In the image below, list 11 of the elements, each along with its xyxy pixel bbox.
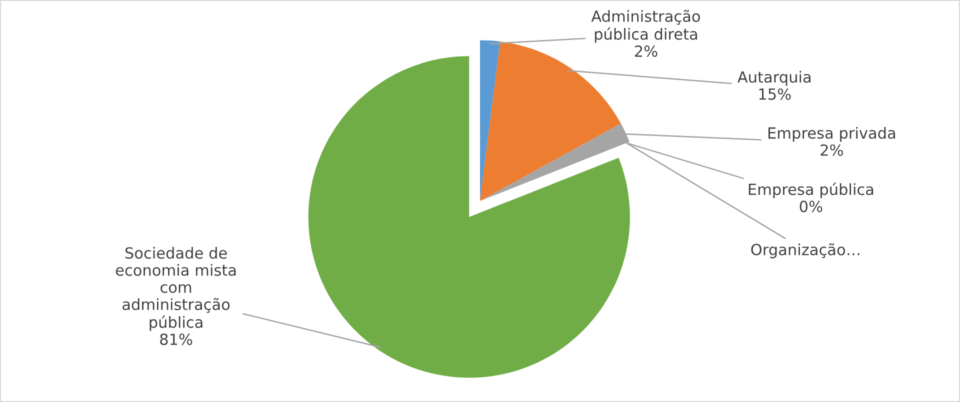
- data-label: 81%: [160, 334, 192, 346]
- data-label: 2%: [634, 45, 658, 57]
- text: 0%: [800, 200, 822, 212]
- slice-label: Administração pública direta: [591, 10, 700, 43]
- data-label: 15%: [759, 88, 791, 100]
- slice-label: Sociedade de economia mista com administração pública: [116, 246, 236, 331]
- category-label: Empresa pública: [748, 182, 874, 198]
- category-label: Organização…: [751, 243, 860, 258]
- slice-label: Empresa privada: [768, 126, 896, 142]
- data-label: 2%: [820, 144, 843, 156]
- slice-label: Autarquia: [738, 70, 810, 86]
